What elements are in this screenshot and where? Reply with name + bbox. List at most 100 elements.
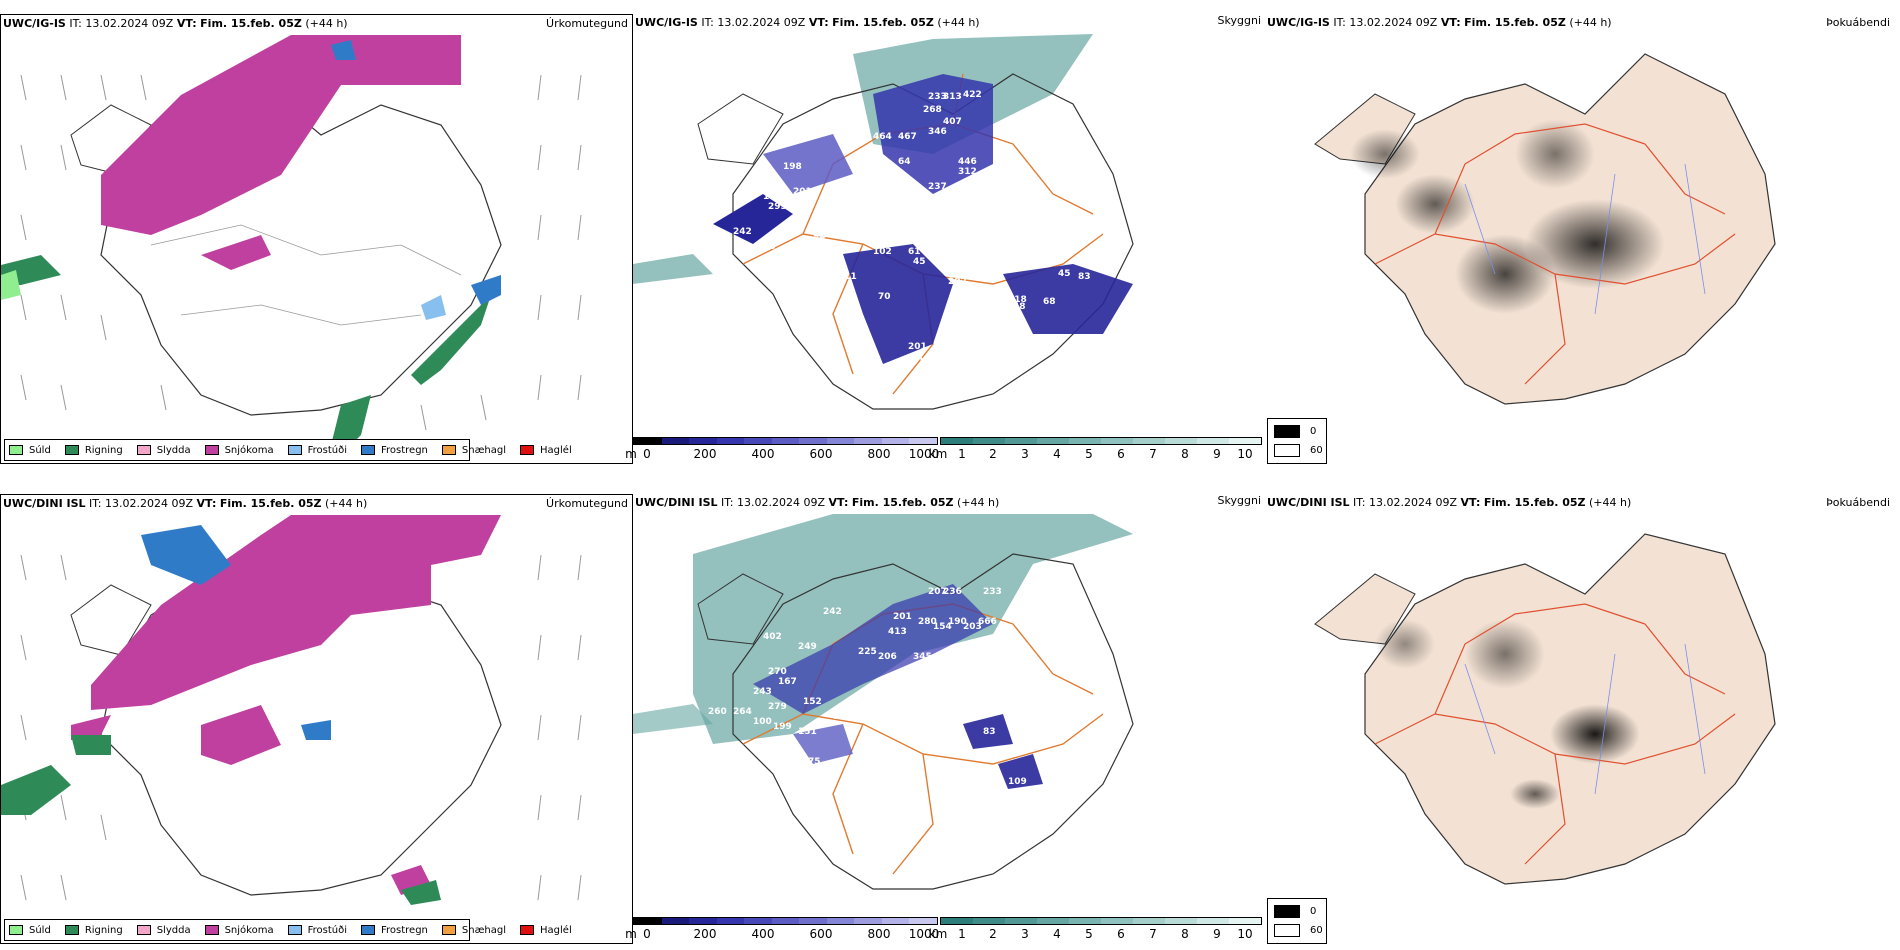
visibility-value-label: 162 (918, 357, 937, 367)
visibility-value-label: 105 (988, 307, 1007, 317)
legend-swatch (520, 925, 535, 935)
colorbar-segment (1069, 438, 1101, 444)
visibility-value-label: 225 (858, 647, 877, 657)
legend-swatch (361, 925, 375, 935)
colorbar-segment (799, 918, 827, 924)
visibility-value-label: 260 (708, 707, 727, 717)
visibility-value-label: 666 (978, 617, 997, 627)
fog-legend-item: 60 (1274, 924, 1326, 937)
visibility-value-label: 346 (928, 127, 947, 137)
legend-swatch (441, 925, 456, 935)
visibility-value-label: 45 (803, 257, 816, 267)
visibility-value-label: 264 (733, 707, 752, 717)
panel-header: UWC/IG-IS IT: 13.02.2024 09Z VT: Fim. 15… (635, 16, 980, 29)
visibility-value-label: 236 (943, 587, 962, 597)
colorbar-segment (771, 438, 800, 444)
colorbar-segment (881, 438, 910, 444)
visibility-value-label: 199 (773, 722, 792, 732)
visibility-value-label: 201 (893, 612, 912, 622)
legend-swatch (287, 925, 302, 935)
visibility-value-label: 156 (823, 257, 842, 267)
visibility-value-label: 152 (803, 697, 822, 707)
precip-legend: Súld Rigning Slydda Snjókoma Frostúði Fr… (4, 439, 572, 461)
panel-header: UWC/DINI ISL IT: 13.02.2024 09Z VT: Fim.… (3, 497, 368, 510)
visibility-value-label: 118 (1008, 295, 1027, 305)
visibility-value-label: 201 (908, 342, 927, 352)
colorbar-segment (634, 918, 662, 924)
precip-map (1, 515, 582, 905)
visibility-value-label: 130 (963, 287, 982, 297)
visibility-value-label: 109 (1008, 777, 1027, 787)
colorbar-segment (909, 918, 938, 924)
visibility-value-label: 64 (898, 157, 911, 167)
precip-panel-row2: UWC/DINI ISL IT: 13.02.2024 09Z VT: Fim.… (0, 494, 633, 944)
visibility-value-label: 190 (948, 617, 967, 627)
colorbar-segment (1165, 918, 1197, 924)
fog-panel-row2: UWC/DINI ISL IT: 13.02.2024 09Z VT: Fim.… (1265, 494, 1900, 944)
precip-type-title: Úrkomutegund (546, 17, 628, 30)
colorbar-segment (1197, 438, 1229, 444)
colorbar-segment (1069, 918, 1101, 924)
fog-legend-item: 0 (1274, 425, 1326, 438)
colorbar-segment (799, 438, 827, 444)
fog-swatch (1274, 905, 1300, 918)
visibility-value-label: 108 (978, 319, 997, 329)
panel-header: UWC/IG-IS IT: 13.02.2024 09Z VT: Fim. 15… (3, 17, 348, 30)
visibility-value-label: 123 (988, 292, 1007, 302)
visibility-value-label: 233 (928, 92, 947, 102)
legend-item: Snæhagl (441, 445, 506, 456)
visibility-value-label: 114 (833, 712, 852, 722)
fog-legend-item: 0 (1274, 905, 1326, 918)
unit-label: km (928, 447, 948, 461)
fog-swatch (1274, 924, 1300, 937)
colorbar-segment (634, 438, 662, 444)
visibility-value-label: 309 (958, 672, 977, 682)
visibility-value-label: 313 (943, 92, 962, 102)
colorbar-segment (716, 918, 745, 924)
visibility-value-label: 242 (823, 607, 842, 617)
visibility-value-label: 102 (873, 247, 892, 257)
visibility-value-label: 61 (908, 247, 921, 257)
legend-item: Frostúði (287, 445, 347, 456)
colorbar-segment (716, 438, 745, 444)
unit-label: km (928, 927, 948, 941)
visibility-value-label: 139 (903, 682, 922, 692)
visibility-value-label: 422 (963, 90, 982, 100)
visibility-value-label: 394 (1028, 577, 1047, 587)
colorbar-segment (941, 438, 973, 444)
unit-label: m (625, 447, 637, 461)
legend-swatch (204, 445, 219, 455)
legend-item: Haglél (520, 925, 572, 936)
visibility-value-label: 83 (1078, 272, 1091, 282)
legend-item: Slydda (136, 445, 191, 456)
visibility-value-label: 255 (923, 662, 942, 672)
visibility-colorbar-km: km 1 2 3 4 5 6 7 8 9 10 (929, 437, 1262, 467)
colorbar-segment (1101, 438, 1133, 444)
legend-item: Súld (9, 925, 51, 936)
visibility-value-label: 270 (768, 667, 787, 677)
visibility-value-label: 413 (888, 627, 907, 637)
legend-item: Rigning (64, 925, 123, 936)
visibility-value-label: 198 (783, 162, 802, 172)
legend-swatch (64, 445, 79, 455)
colorbar-segment (1005, 438, 1037, 444)
visibility-value-label: 233 (983, 587, 1002, 597)
colorbar-segment (854, 438, 882, 444)
legend-item: Frostregn (361, 925, 428, 936)
legend-item: Rigning (64, 445, 123, 456)
fog-title: Þokuábendi (1826, 16, 1890, 29)
colorbar-segment (744, 918, 772, 924)
colorbar-segment (881, 918, 910, 924)
visibility-value-label: 111 (838, 272, 857, 282)
fog-title: Þokuábendi (1826, 496, 1890, 509)
fog-legend: 0 60 (1267, 898, 1327, 944)
colorbar-segment (973, 438, 1005, 444)
visibility-value-label: 95 (943, 262, 956, 272)
visibility-value-label: 45 (913, 257, 926, 267)
visibility-value-label: 497 (963, 657, 982, 667)
visibility-value-label: 131 (798, 727, 817, 737)
visibility-value-label: 268 (923, 105, 942, 115)
visibility-value-label: 214 (933, 687, 952, 697)
visibility-value-label: 202 (948, 277, 967, 287)
legend-swatch (441, 445, 456, 455)
